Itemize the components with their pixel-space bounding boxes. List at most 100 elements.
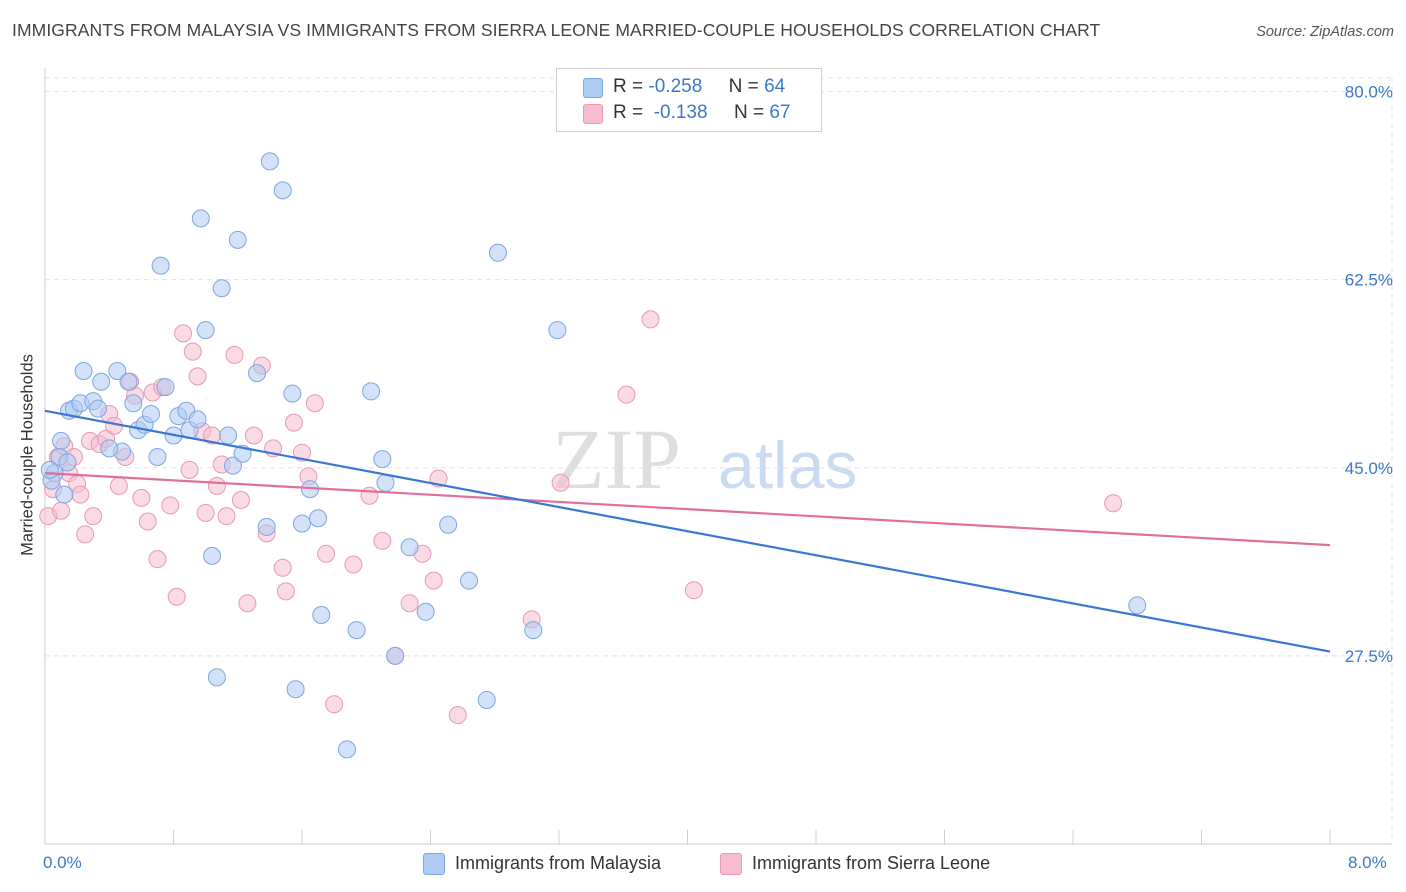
data-point-malaysia (548, 321, 567, 340)
watermark-atlas: atlas (718, 428, 857, 502)
data-point-malaysia (477, 690, 496, 709)
data-point-malaysia (219, 426, 238, 445)
trend-lines (44, 409, 1331, 653)
data-point-malaysia (124, 394, 143, 413)
data-point-sierra-leone (207, 477, 226, 496)
data-point-malaysia (524, 621, 543, 640)
correlation-legend: R = -0.258 N = 64 R = -0.138 N = 67 (556, 68, 822, 132)
data-point-malaysia (309, 509, 328, 528)
bottom-legend-swatch-malaysia (423, 853, 445, 875)
data-point-sierra-leone (52, 501, 71, 520)
bottom-legend-label-sierra-leone: Immigrants from Sierra Leone (752, 853, 991, 873)
series-sierra-leone-points (39, 310, 1123, 724)
data-point-sierra-leone (161, 496, 180, 515)
data-point-sierra-leone (317, 544, 336, 563)
legend-swatch-sierra-leone (583, 104, 603, 124)
data-point-sierra-leone (84, 507, 103, 526)
data-point-sierra-leone (1104, 494, 1123, 513)
data-point-malaysia (148, 448, 167, 466)
data-point-malaysia (156, 378, 175, 397)
data-point-malaysia (460, 571, 479, 590)
data-point-malaysia (373, 450, 392, 469)
data-point-sierra-leone (183, 342, 202, 361)
data-point-malaysia (312, 606, 331, 625)
data-point-malaysia (273, 181, 292, 200)
x-tick-label-max: 8.0% (1348, 853, 1387, 872)
legend-n-label: N = (728, 76, 759, 97)
data-point-sierra-leone (76, 525, 95, 544)
data-point-malaysia (223, 456, 242, 475)
watermark: ZIP atlas (552, 411, 857, 507)
data-point-sierra-leone (400, 594, 419, 613)
data-point-malaysia (92, 372, 111, 391)
data-point-sierra-leone (148, 550, 167, 569)
data-point-malaysia (347, 621, 366, 640)
data-point-malaysia (207, 668, 226, 687)
data-point-sierra-leone (360, 486, 379, 505)
data-point-sierra-leone (325, 695, 344, 714)
data-point-malaysia (58, 453, 77, 472)
data-point-sierra-leone (684, 581, 703, 600)
data-point-malaysia (257, 517, 276, 536)
data-point-sierra-leone (551, 473, 570, 492)
legend-n-label: N = (733, 102, 765, 123)
data-point-sierra-leone (132, 488, 151, 507)
data-point-sierra-leone (167, 587, 186, 606)
data-point-malaysia (151, 256, 170, 275)
data-point-malaysia (228, 230, 247, 249)
data-point-malaysia (55, 485, 74, 504)
data-point-malaysia (191, 209, 210, 228)
y-tick-labels: 27.5% 45.0% 62.5% 80.0% (1345, 83, 1393, 666)
data-point-malaysia (40, 460, 59, 479)
legend-n-sierra-leone: 67 (769, 102, 791, 123)
data-point-malaysia (89, 399, 108, 418)
data-point-malaysia (119, 372, 138, 391)
legend-n-malaysia: 64 (764, 76, 786, 97)
data-point-malaysia (260, 152, 279, 171)
data-point-sierra-leone (188, 367, 207, 386)
data-point-malaysia (74, 362, 93, 380)
bottom-legend-swatch-sierra-leone (720, 853, 742, 875)
data-point-malaysia (196, 321, 215, 340)
data-point-malaysia (362, 382, 381, 401)
data-point-malaysia (337, 740, 356, 759)
legend-r-malaysia: -0.258 (648, 76, 703, 97)
data-point-malaysia (1128, 596, 1147, 615)
data-point-sierra-leone (244, 426, 263, 445)
data-point-sierra-leone (71, 485, 90, 504)
data-point-malaysia (100, 439, 119, 458)
trend-line-malaysia (44, 409, 1331, 653)
data-point-malaysia (283, 384, 302, 403)
x-tick-label-min: 0.0% (43, 853, 82, 872)
data-point-malaysia (203, 546, 222, 565)
data-point-malaysia (416, 602, 435, 621)
y-tick-label: 62.5% (1345, 271, 1393, 290)
data-point-malaysia (400, 538, 419, 557)
data-point-sierra-leone (273, 558, 292, 577)
data-point-malaysia (386, 646, 405, 665)
data-point-sierra-leone (641, 310, 660, 329)
y-tick-label: 80.0% (1345, 83, 1393, 102)
legend-r-sierra-leone: -0.138 (653, 102, 708, 123)
data-point-malaysia (52, 431, 71, 450)
legend-r-label: R = (613, 76, 644, 97)
data-point-sierra-leone (617, 385, 636, 404)
data-point-malaysia (376, 473, 395, 492)
data-point-malaysia (488, 243, 507, 262)
data-point-malaysia (293, 514, 311, 533)
series-malaysia-points (40, 152, 1147, 759)
trend-line-sierra-leone (44, 472, 1331, 547)
data-point-sierra-leone (180, 460, 199, 479)
y-tick-label: 27.5% (1345, 647, 1393, 666)
data-point-sierra-leone (109, 477, 128, 496)
data-point-sierra-leone (424, 571, 443, 590)
y-tick-label: 45.0% (1345, 459, 1393, 478)
data-point-sierra-leone (373, 531, 392, 550)
data-point-sierra-leone (174, 324, 193, 343)
data-point-sierra-leone (344, 555, 363, 574)
chart-title: IMMIGRANTS FROM MALAYSIA VS IMMIGRANTS F… (12, 20, 1101, 40)
data-point-sierra-leone (138, 512, 157, 531)
data-point-sierra-leone (238, 594, 257, 613)
axes (44, 68, 1392, 845)
